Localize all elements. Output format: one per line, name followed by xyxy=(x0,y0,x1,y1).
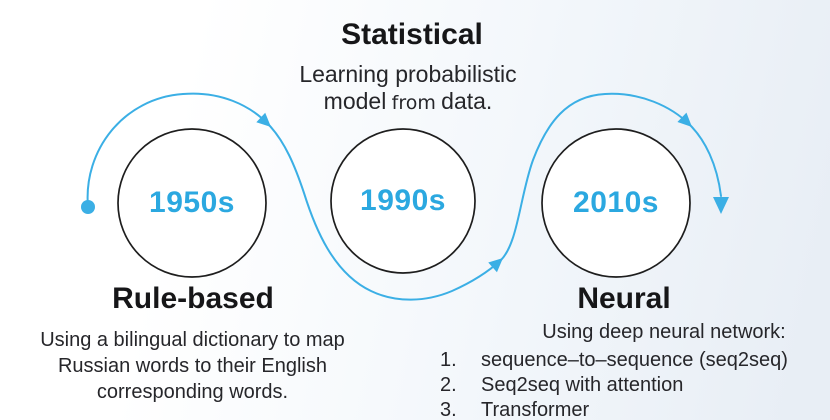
list-item-label: Transformer xyxy=(481,399,590,420)
statistical-desc-line2-word3: data. xyxy=(441,88,493,114)
list-item-number: 1. xyxy=(440,349,457,371)
list-item-number: 2. xyxy=(440,374,457,396)
era-circle-2010s xyxy=(541,128,691,278)
era-circle-1950s xyxy=(117,128,267,278)
statistical-desc-line1: Learning probabilistic xyxy=(299,61,517,87)
era-circle-1990s xyxy=(330,128,476,274)
rule-based-desc-line: Russian words to their English xyxy=(57,355,327,377)
era-year-2010s: 2010s xyxy=(573,186,659,219)
list-item: 1. sequence–to–sequence (seq2seq) xyxy=(440,348,825,373)
list-item: 2. Seq2seq with attention xyxy=(440,373,825,398)
arrowhead-icon xyxy=(488,258,503,273)
statistical-desc-line2-word2: from xyxy=(391,92,436,114)
flow-curve xyxy=(86,92,722,301)
rule-based-desc-line: corresponding words. xyxy=(96,381,289,403)
statistical-description: Learning probabilistic model from data. xyxy=(258,61,558,117)
list-item-number: 3. xyxy=(440,399,457,420)
flow-start-dot-icon xyxy=(81,200,95,214)
list-item-label: Seq2seq with attention xyxy=(481,374,684,396)
list-item: 3. Transformer xyxy=(440,398,825,420)
neural-heading: Neural xyxy=(577,282,671,315)
neural-list: 1. sequence–to–sequence (seq2seq) 2. Seq… xyxy=(440,348,825,420)
statistical-desc-line2-word1: model xyxy=(323,88,387,114)
list-item-label: sequence–to–sequence (seq2seq) xyxy=(481,349,788,371)
era-year-1950s: 1950s xyxy=(149,186,235,219)
era-year-1990s: 1990s xyxy=(360,184,446,217)
rule-based-heading: Rule-based xyxy=(112,282,274,315)
arrowhead-icon xyxy=(677,112,692,127)
arrowhead-end-icon xyxy=(713,197,729,214)
rule-based-description: Using a bilingual dictionary to map Russ… xyxy=(15,327,370,405)
rule-based-desc-line: Using a bilingual dictionary to map xyxy=(40,329,345,351)
arrowhead-icon xyxy=(256,112,271,127)
neural-intro: Using deep neural network: xyxy=(542,321,786,343)
statistical-heading: Statistical xyxy=(341,18,483,51)
